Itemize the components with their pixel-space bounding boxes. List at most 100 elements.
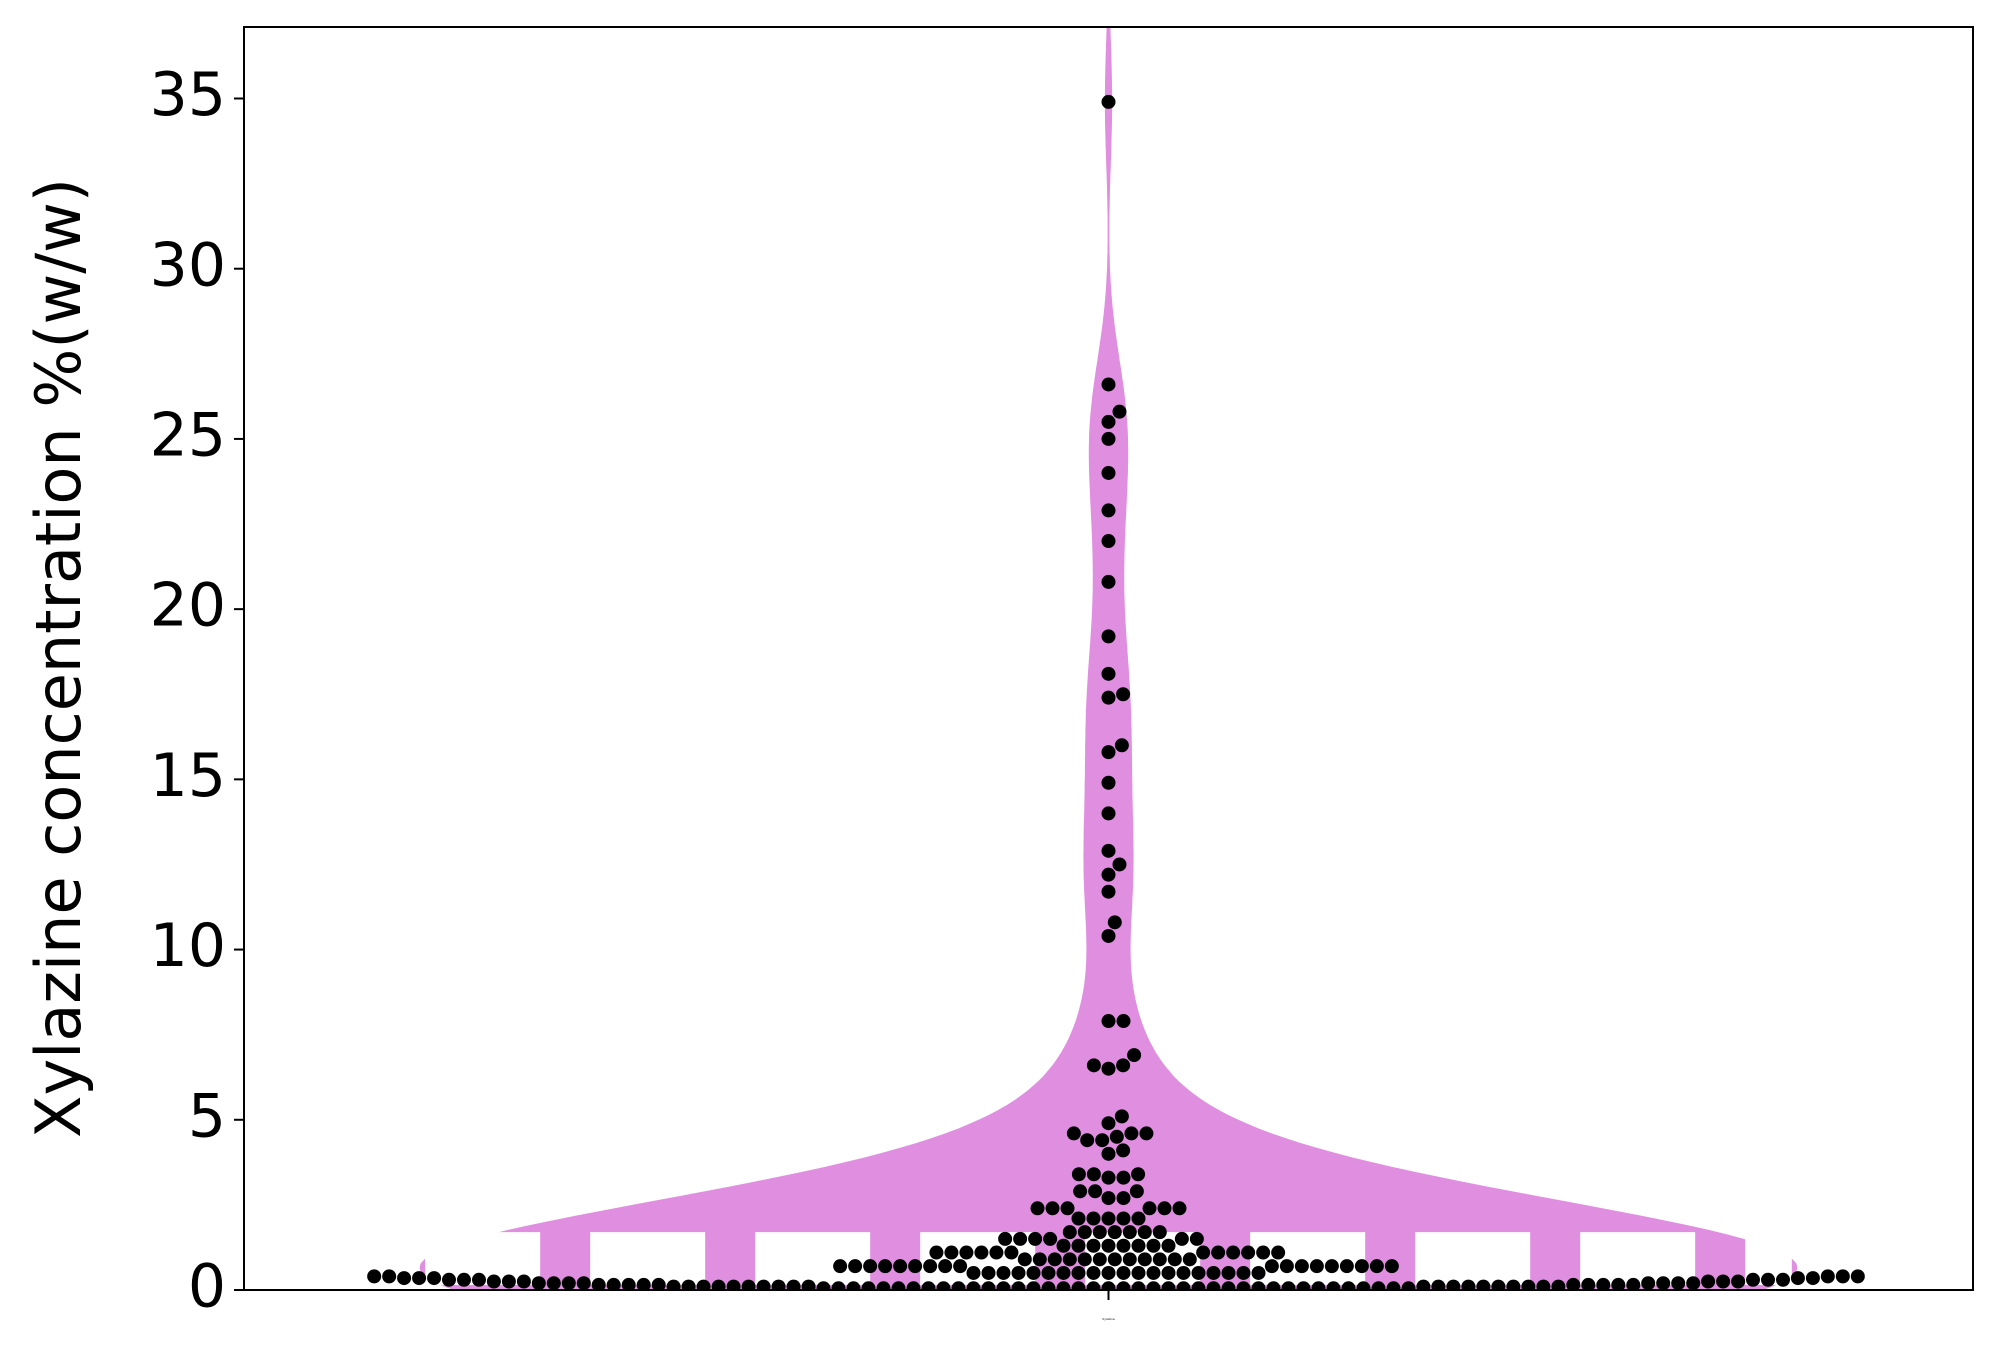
data-point [1835, 1269, 1850, 1284]
data-point [1324, 1259, 1339, 1274]
data-point [1820, 1269, 1835, 1284]
y-tick-label: 30 [150, 230, 226, 300]
data-point [923, 1259, 938, 1274]
data-point [1071, 1281, 1086, 1290]
y-tick-label: 25 [150, 401, 226, 471]
data-point [1030, 1201, 1045, 1216]
data-point [1086, 1265, 1101, 1280]
data-point [1101, 431, 1116, 446]
data-point [1137, 1225, 1152, 1240]
data-point [1626, 1277, 1641, 1290]
data-point [1047, 1252, 1062, 1267]
data-point [1371, 1281, 1386, 1290]
data-point [501, 1274, 516, 1289]
data-point [441, 1272, 456, 1287]
data-point [1182, 1252, 1197, 1267]
data-point [1101, 666, 1116, 681]
data-point [981, 1265, 996, 1280]
data-point [1129, 1184, 1144, 1199]
data-point [1092, 1252, 1107, 1267]
data-point [397, 1271, 412, 1286]
y-tick-label: 0 [188, 1252, 226, 1322]
x-tick-label: Xylazine [1102, 1317, 1115, 1321]
y-axis-label: Xylazine concentration %(w/w) [22, 178, 95, 1138]
data-point [1701, 1274, 1716, 1289]
data-point [1296, 1281, 1311, 1290]
data-point [1116, 1058, 1131, 1073]
data-point [1073, 1184, 1088, 1199]
data-point [1112, 404, 1127, 419]
data-point [831, 1281, 846, 1290]
data-point [1341, 1281, 1356, 1290]
data-point [726, 1279, 741, 1290]
data-point [1116, 1281, 1131, 1290]
data-point [1761, 1272, 1776, 1287]
data-point [1080, 1133, 1095, 1148]
data-point [1045, 1201, 1060, 1216]
data-point [1056, 1265, 1071, 1280]
data-point [1174, 1231, 1189, 1246]
data-point [427, 1271, 442, 1286]
data-point [1731, 1274, 1746, 1289]
data-point [1043, 1231, 1058, 1246]
data-point [1384, 1259, 1399, 1274]
data-point [1241, 1245, 1256, 1260]
data-point [1805, 1271, 1820, 1286]
data-point [1356, 1281, 1371, 1290]
data-point [1431, 1279, 1446, 1290]
data-point [966, 1281, 981, 1290]
data-point [861, 1281, 876, 1290]
data-point [1161, 1281, 1176, 1290]
data-point [1060, 1201, 1075, 1216]
data-point [1191, 1281, 1206, 1290]
data-point [1339, 1259, 1354, 1274]
data-point [1116, 1238, 1131, 1253]
data-point [1092, 1225, 1107, 1240]
data-point [1354, 1259, 1369, 1274]
data-point [801, 1279, 816, 1290]
data-point [1107, 1252, 1122, 1267]
data-point [1107, 915, 1122, 930]
data-point [1116, 687, 1131, 702]
data-point [516, 1274, 531, 1289]
data-point [741, 1279, 756, 1290]
data-point [929, 1245, 944, 1260]
data-point [1011, 1265, 1026, 1280]
data-point [1101, 574, 1116, 589]
data-point [786, 1279, 801, 1290]
data-point [1066, 1126, 1081, 1141]
data-point [1251, 1265, 1266, 1280]
data-point [1028, 1231, 1043, 1246]
data-point [1056, 1238, 1071, 1253]
data-point [561, 1276, 576, 1290]
data-point [1017, 1252, 1032, 1267]
data-point [636, 1277, 651, 1290]
data-point [1172, 1201, 1187, 1216]
data-point [471, 1272, 486, 1287]
data-point [1566, 1277, 1581, 1290]
data-point [938, 1259, 953, 1274]
data-point [1491, 1279, 1506, 1290]
data-point [1004, 1245, 1019, 1260]
data-point [989, 1245, 1004, 1260]
data-point [1521, 1279, 1536, 1290]
data-point [367, 1269, 382, 1284]
data-point [1641, 1276, 1656, 1290]
data-point [816, 1281, 831, 1290]
y-tick-label: 15 [150, 741, 226, 811]
data-point [1101, 1211, 1116, 1226]
violin-body [419, 27, 1798, 1290]
data-point [1251, 1281, 1266, 1290]
data-point [1311, 1281, 1326, 1290]
data-point [1142, 1201, 1157, 1216]
data-point [1086, 1211, 1101, 1226]
data-point [606, 1277, 621, 1290]
data-point [1041, 1265, 1056, 1280]
data-point [1221, 1281, 1236, 1290]
data-point [1401, 1281, 1416, 1290]
data-point [1131, 1167, 1146, 1182]
data-point [1101, 503, 1116, 518]
data-point [1127, 1048, 1142, 1063]
data-point [1101, 843, 1116, 858]
